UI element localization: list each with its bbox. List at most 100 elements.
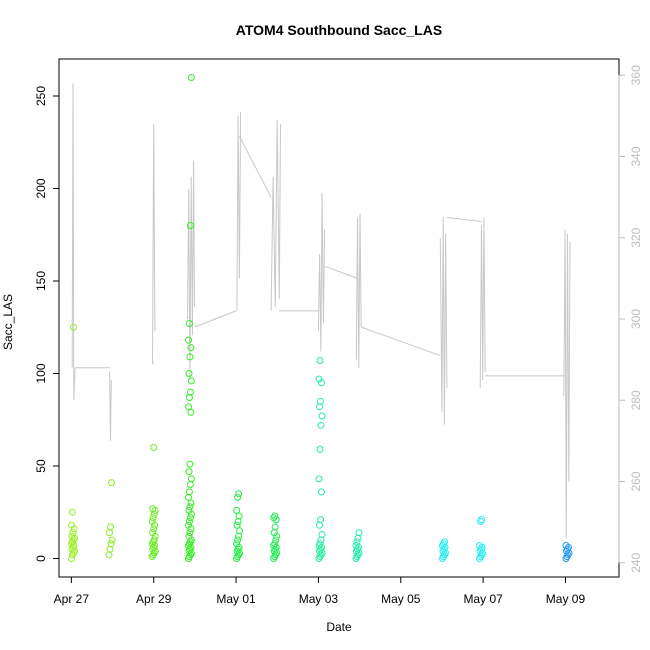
data-point	[271, 540, 279, 548]
data-point	[318, 412, 326, 420]
data-point	[187, 74, 195, 81]
data-point	[354, 534, 362, 542]
data-point	[355, 529, 363, 537]
data-point	[186, 353, 194, 361]
data-point	[187, 536, 195, 544]
data-point	[150, 536, 158, 544]
data-point	[150, 525, 158, 533]
y-tick-label: 50	[34, 459, 48, 473]
data-point	[186, 460, 194, 468]
data-point	[187, 510, 195, 518]
x-tick-label: May 09	[546, 592, 586, 606]
x-axis-label: Date	[326, 620, 352, 634]
data-point	[317, 421, 325, 429]
data-point	[317, 516, 324, 524]
data-point	[107, 540, 115, 548]
altitude-trace	[109, 371, 112, 441]
data-point	[185, 370, 193, 377]
y-axis-label: Sacc_LAS	[1, 294, 15, 350]
data-point	[185, 488, 193, 496]
data-point	[235, 512, 243, 520]
x-tick-label: May 03	[299, 592, 339, 606]
y-tick-label: 250	[34, 86, 48, 106]
data-point	[187, 377, 195, 385]
altitude-trace	[317, 193, 326, 352]
altitude-trace	[236, 111, 242, 311]
y-tick-label: 0	[34, 555, 48, 562]
data-point	[234, 518, 242, 525]
data-point	[185, 493, 192, 501]
data-point	[234, 493, 242, 501]
data-point	[187, 344, 195, 352]
data-point	[149, 529, 157, 537]
altitude-trace	[187, 160, 195, 381]
data-point	[185, 518, 193, 525]
data-point	[317, 397, 324, 405]
data-point	[108, 536, 116, 544]
x-tick-label: May 05	[381, 592, 421, 606]
data-point	[187, 499, 195, 507]
data-point	[233, 506, 241, 514]
altitude-connector	[361, 326, 441, 357]
x-tick-label: May 01	[216, 592, 256, 606]
altitude-connector	[324, 265, 358, 279]
data-point	[318, 488, 325, 496]
data-point	[272, 536, 280, 544]
data-point	[316, 521, 323, 529]
data-point	[315, 375, 323, 383]
altitude-connector	[238, 135, 272, 198]
y2-tick-label: 300	[629, 309, 643, 329]
y2-tick-label: 280	[629, 390, 643, 410]
data-point	[236, 527, 244, 535]
data-point	[108, 479, 115, 487]
altitude-trace	[439, 217, 448, 425]
data-point	[478, 516, 486, 524]
data-point	[105, 551, 113, 559]
data-point	[235, 490, 243, 498]
data-point	[316, 445, 324, 453]
data-point	[353, 538, 361, 546]
y-tick-label: 200	[34, 178, 48, 198]
data-point	[271, 512, 279, 520]
y2-tick-label: 360	[629, 65, 643, 85]
data-point	[235, 532, 243, 540]
altitude-connector	[194, 310, 237, 328]
altitude-trace	[479, 217, 486, 389]
data-point	[316, 357, 324, 364]
data-point	[150, 444, 158, 451]
data-point	[69, 529, 77, 537]
data-point	[185, 521, 192, 529]
x-tick-label: Apr 27	[54, 592, 90, 606]
data-point	[352, 542, 360, 549]
data-point	[187, 475, 195, 483]
chart-title: ATOM4 Southbound Sacc_LAS	[236, 22, 442, 38]
data-point	[318, 531, 326, 538]
altitude-trace	[71, 83, 76, 401]
data-point	[233, 540, 241, 548]
altitude-trace	[152, 123, 156, 364]
data-point	[271, 523, 279, 531]
data-point	[562, 542, 570, 549]
data-point	[187, 525, 195, 533]
data-point	[69, 508, 76, 516]
data-point	[187, 408, 195, 416]
data-point	[233, 521, 241, 529]
y2-tick-label: 240	[629, 552, 643, 572]
data-point	[68, 521, 75, 529]
data-point	[68, 532, 76, 540]
y2-tick-label: 340	[629, 146, 643, 166]
scatter-layer	[68, 74, 573, 562]
data-point	[149, 514, 157, 522]
data-point	[317, 536, 325, 544]
y-tick-label: 100	[34, 363, 48, 383]
data-point	[185, 532, 193, 540]
y-tick-label: 150	[34, 271, 48, 291]
data-point	[106, 545, 114, 553]
data-point	[186, 222, 194, 229]
data-point	[185, 468, 193, 476]
data-point	[186, 388, 194, 396]
data-point	[476, 542, 484, 549]
altitude-connector	[446, 216, 482, 223]
data-point	[185, 394, 193, 402]
